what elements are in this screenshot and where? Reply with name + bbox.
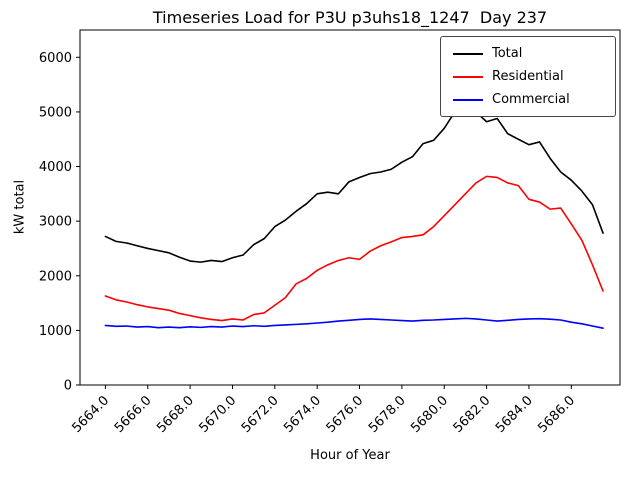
legend: Total Residential Commercial [440, 36, 616, 117]
x-tick-label: 5670.0 [197, 393, 240, 436]
legend-label-commercial: Commercial [492, 92, 570, 107]
residential-line-sample [453, 75, 483, 78]
y-tick-label: 1000 [39, 324, 72, 339]
commercial-line [104, 317, 604, 330]
x-tick-label: 5684.0 [493, 393, 536, 436]
legend-label-residential: Residential [492, 69, 564, 84]
x-tick-label: 5666.0 [112, 393, 155, 436]
legend-entry-commercial: Commercial [453, 92, 603, 107]
total-line-sample [453, 52, 483, 55]
chart-title: Timeseries Load for P3U p3uhs18_1247 Day… [152, 8, 548, 27]
y-axis-label: kW total [12, 179, 28, 235]
y-tick-label: 4000 [39, 160, 72, 175]
legend-entry-total: Total [453, 46, 603, 61]
x-tick-label: 5678.0 [366, 393, 409, 436]
x-tick-label: 5682.0 [451, 393, 494, 436]
commercial-line-sample [453, 98, 483, 101]
total-line [104, 108, 604, 263]
legend-label-total: Total [492, 46, 523, 61]
x-axis: 5664.0 5666.0 5668.0 5670.0 5672.0 5674.0 5676… [69, 385, 578, 436]
x-tick-label: 5680.0 [408, 393, 451, 436]
y-tick-label: 2000 [39, 269, 72, 284]
x-tick-label: 5672.0 [239, 393, 282, 436]
x-tick-label: 5676.0 [324, 393, 367, 436]
y-tick-label: 3000 [39, 215, 72, 230]
x-tick-label: 5668.0 [154, 393, 197, 436]
residential-line [104, 175, 604, 322]
axes-frame [79, 29, 621, 386]
x-tick-label: 5664.0 [69, 393, 112, 436]
x-tick-label: 5686.0 [535, 393, 578, 436]
x-tick-label: 5674.0 [281, 393, 324, 436]
legend-entry-residential: Residential [453, 69, 603, 84]
x-axis-label: Hour of Year [310, 448, 390, 463]
y-axis: 0 1000 2000 3000 4000 5000 6000 [39, 51, 80, 394]
y-tick-label: 6000 [39, 51, 72, 66]
y-tick-label: 0 [64, 379, 72, 394]
y-tick-label: 5000 [39, 105, 72, 120]
